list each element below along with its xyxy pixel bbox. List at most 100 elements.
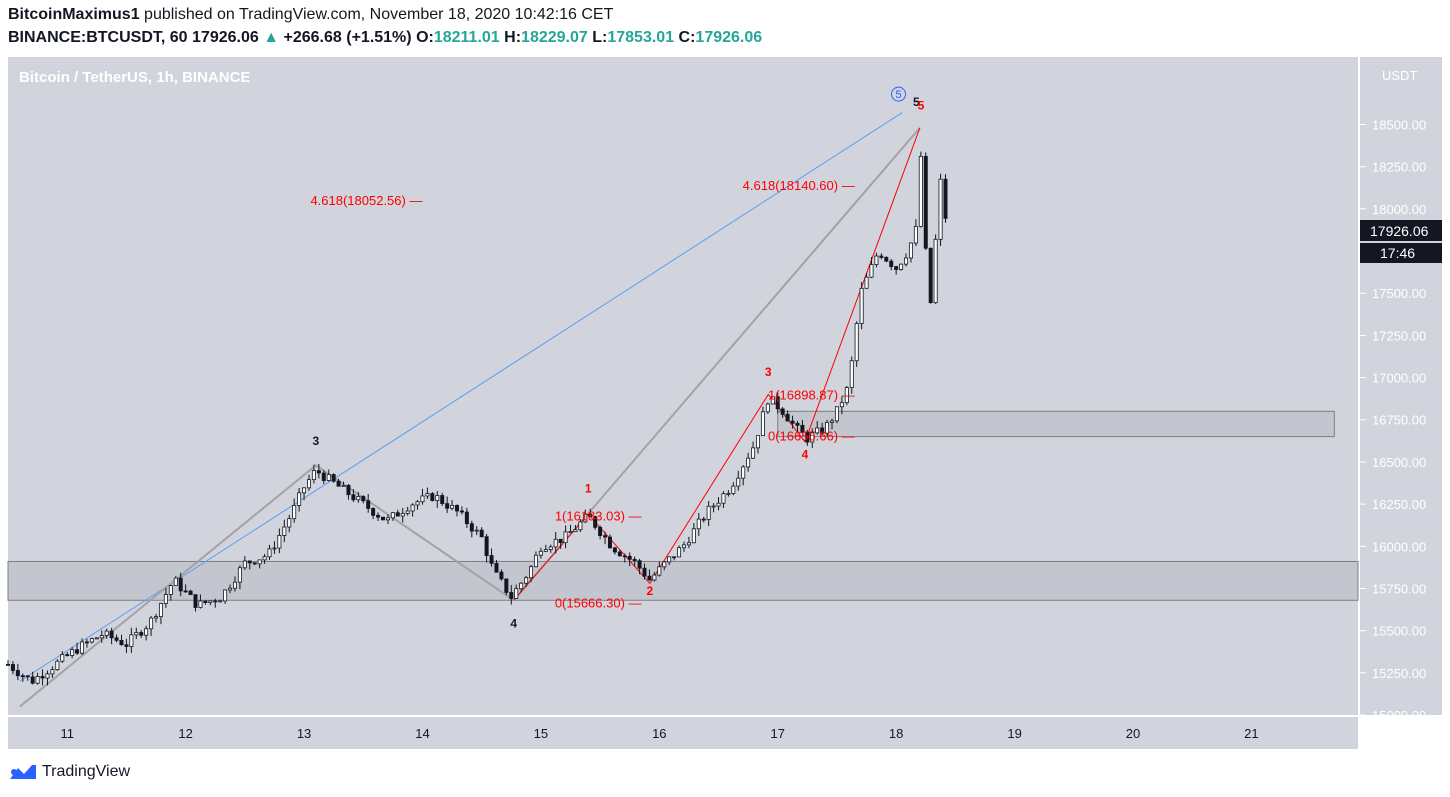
candle-body	[741, 466, 746, 479]
candle-body	[163, 594, 168, 604]
candle-body	[124, 644, 129, 647]
fib-level-label: 0(15666.30) —	[555, 596, 642, 611]
candle-body	[489, 555, 494, 564]
candle-body	[445, 503, 450, 509]
candle-body	[154, 616, 159, 619]
candle-body	[302, 487, 307, 494]
x-tick-label: 17	[771, 726, 785, 741]
last-price: 17926.06	[192, 29, 259, 46]
candle-body	[558, 538, 563, 544]
candle-body	[70, 649, 75, 656]
candle-body	[228, 587, 233, 591]
candle-body	[509, 592, 514, 599]
candle-body	[538, 550, 543, 556]
candle-body	[854, 323, 859, 362]
candle-body	[908, 242, 913, 259]
candle-body	[484, 536, 489, 556]
candle-body	[267, 548, 272, 558]
candle-body	[173, 577, 178, 587]
y-tick-label: 16250.00	[1372, 497, 1426, 512]
y-tick-label: 16500.00	[1372, 455, 1426, 470]
high-value: 18229.07	[521, 29, 588, 46]
last-price-tag: 17926.06 17:46	[1360, 220, 1442, 263]
candle-body	[425, 493, 430, 497]
candle-body	[578, 521, 583, 531]
candle-body	[780, 408, 785, 415]
y-tick-label: 18000.00	[1372, 202, 1426, 217]
candle-body	[326, 474, 331, 481]
candle-body	[287, 518, 292, 528]
candle-body	[529, 566, 534, 579]
candle-body	[884, 256, 889, 262]
circled-wave-icon	[891, 86, 907, 102]
candle-body	[677, 547, 682, 558]
candle-body	[494, 562, 499, 573]
candle-body	[894, 266, 899, 270]
plot-area[interactable]	[8, 57, 1358, 715]
candle-body	[583, 513, 588, 523]
candle-body	[834, 406, 839, 422]
time-axis[interactable]	[8, 717, 1358, 749]
x-tick-label: 12	[178, 726, 192, 741]
wave-label: 1	[585, 481, 592, 495]
candle-body	[622, 555, 627, 558]
candle-body	[760, 411, 765, 437]
open-label: O:	[416, 29, 434, 46]
candle-body	[55, 660, 60, 671]
candle-body	[593, 516, 598, 528]
candle-body	[464, 511, 469, 525]
candle-body	[213, 600, 218, 603]
price-change: +266.68 (+1.51%)	[283, 29, 412, 46]
candle-body	[341, 484, 346, 487]
candle-body	[410, 504, 415, 512]
candle-body	[790, 420, 795, 424]
candle-body	[257, 559, 262, 565]
candle-body	[652, 574, 657, 581]
chart-title: Bitcoin / TetherUS, 1h, BINANCE	[19, 69, 250, 86]
wave-label: 5	[913, 95, 920, 109]
candle-body	[662, 561, 667, 568]
candle-body	[188, 590, 193, 596]
candle-body	[672, 556, 677, 559]
fib-level-label: 4.618(18140.60) —	[743, 178, 855, 193]
candle-body	[504, 578, 509, 593]
candle-body	[139, 632, 144, 636]
candle-body	[681, 544, 686, 549]
candle-body	[30, 676, 35, 684]
candle-body	[563, 531, 568, 544]
circled-wave-label: 5	[895, 89, 901, 101]
candle-body	[810, 432, 815, 443]
author-name[interactable]: BitcoinMaximus1	[8, 6, 140, 23]
candle-body	[262, 556, 267, 561]
candle-body	[252, 562, 257, 565]
price-axis[interactable]	[1360, 57, 1442, 715]
brand-name: TradingView	[42, 763, 131, 780]
candle-body	[568, 531, 573, 534]
candle-body	[815, 427, 820, 434]
candle-body	[721, 493, 726, 504]
candle-body	[756, 435, 761, 449]
candle-body	[20, 675, 25, 678]
up-arrow-icon: ▲	[263, 29, 280, 46]
candle-body	[598, 526, 603, 536]
candle-body	[603, 535, 608, 538]
wave-label: 5	[918, 98, 925, 112]
candle-body	[371, 508, 376, 516]
support-zone-0	[7, 560, 1359, 601]
candle-body	[820, 427, 825, 434]
candle-body	[726, 493, 731, 495]
candle-body	[859, 287, 864, 324]
candle-body	[499, 571, 504, 580]
candle-body	[938, 178, 943, 240]
candle-body	[440, 495, 445, 504]
candle-body	[376, 514, 381, 518]
candle-body	[336, 480, 341, 487]
fib-level-label: 1(16183.03) —	[555, 508, 642, 523]
footer-brand[interactable]: TradingView	[8, 763, 130, 781]
candle-body	[775, 396, 780, 410]
candle-body	[183, 590, 188, 593]
candle-body	[573, 529, 578, 533]
candle-body	[351, 494, 356, 501]
candle-body	[435, 495, 440, 501]
